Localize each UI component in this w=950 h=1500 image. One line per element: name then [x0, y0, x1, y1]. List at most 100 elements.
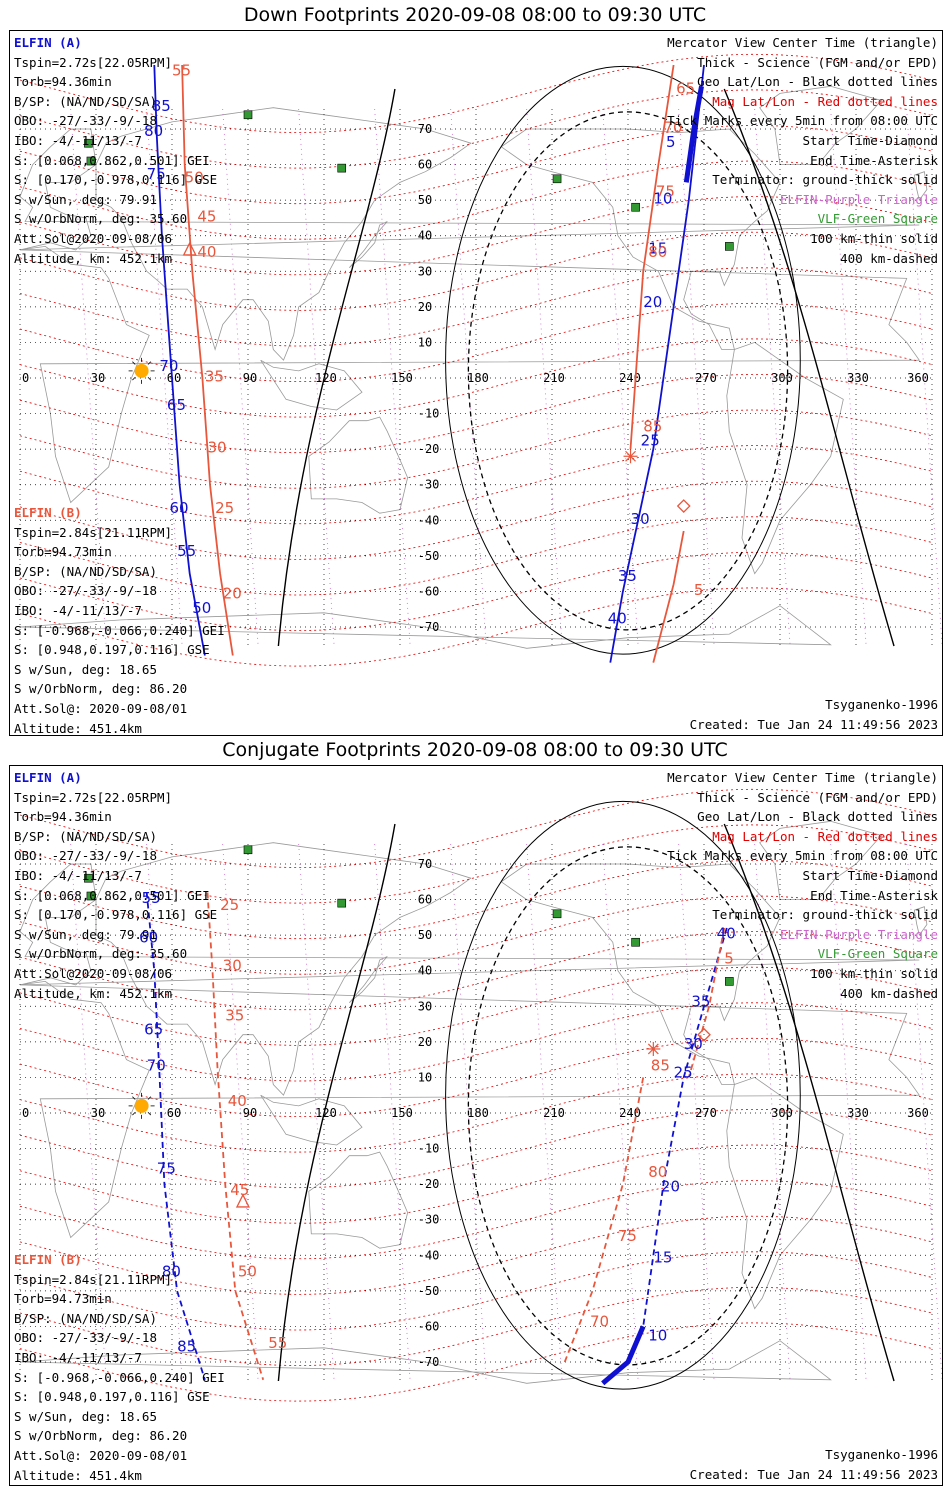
elfin-a-line: Torb=94.36min [14, 809, 112, 825]
x-axis-tick-label: 180 [467, 371, 489, 385]
vlf-station-square [86, 156, 96, 166]
mag-latitude-line [19, 860, 933, 940]
elfin-a-line: Att.Sol@2020-09-08/06 [14, 230, 173, 246]
elfin-a-science-segment [683, 85, 704, 183]
elfin-b-line: Att.Sol@: 2020-09-08/01 [14, 1447, 188, 1463]
continent-outline-antarctica [19, 605, 832, 649]
x-axis-tick-label: 300 [771, 371, 793, 385]
track-time-label: 75 [618, 1227, 637, 1245]
track-time-label: 75 [147, 165, 166, 183]
continent-outline-uk [913, 171, 928, 202]
elfin-a-line: S: [0.068,0.862,0.501] GEI [14, 887, 210, 903]
vlf-station-square [337, 898, 347, 908]
terminator-line-west [277, 823, 396, 1382]
elfin-b-track-east-upper [629, 64, 675, 450]
legend-item: VLF-Green Square [817, 211, 938, 227]
y-axis-tick-label: 70 [418, 857, 432, 871]
track-time-label: 70 [590, 1312, 609, 1330]
elfin-a-line: Altitude, km: 452.1km [14, 250, 173, 266]
track-time-label: 40 [717, 925, 736, 943]
legend-item: Start Time-Diamond [802, 132, 938, 148]
track-time-label: 60 [139, 928, 158, 946]
y-axis-tick-label: 50 [418, 928, 432, 942]
x-axis-tick-label: 270 [695, 1106, 717, 1120]
x-axis-tick-label: 30 [91, 1106, 105, 1120]
start-time-diamond [676, 499, 691, 513]
x-axis-tick-label: 360 [907, 371, 929, 385]
continent-outline-australia [308, 416, 409, 514]
track-time-label: 40 [228, 1092, 247, 1110]
x-axis-tick-label: 270 [695, 371, 717, 385]
elfin-a-science-segment [601, 1325, 646, 1386]
elfin-a-line: S w/Sun, deg: 79.91 [14, 191, 157, 207]
track-time-label: 15 [648, 240, 667, 258]
y-axis-tick-label: 40 [418, 964, 432, 978]
down-footprints-map: 0 30 60 90 120 150 180 210 240 270 300 330 360 70 60 50… [9, 30, 943, 736]
panel2-title: Conjugate Footprints 2020-09-08 08:00 to… [222, 739, 728, 761]
legend-item: Geo Lat/Lon - Black dotted lines [697, 809, 938, 825]
elfin-a-line: B/SP: (NA/ND/SD/SA) [14, 828, 157, 844]
track-time-label: 55 [177, 542, 196, 560]
track-time-label: 30 [631, 510, 650, 528]
elfin-b-line: B/SP: (NA/ND/SD/SA) [14, 563, 157, 579]
continent-outline-africa [19, 245, 921, 504]
elfin-b-track-east-lower [652, 530, 685, 663]
x-axis-tick-label: 120 [315, 371, 337, 385]
elfin-a-line: Att.Sol@2020-09-08/06 [14, 965, 173, 981]
elfin-a-line: IBO: -4/-11/13/-7 [14, 132, 142, 148]
legend-item: ELFIN-Purple Triangle [779, 926, 938, 942]
center-time-triangle [182, 241, 197, 256]
mag-latitude-line [19, 445, 933, 525]
elfin-b-line: IBO: -4/-11/13/-7 [14, 602, 142, 618]
track-time-label: 35 [225, 1007, 244, 1025]
elfin-b-line: Tspin=2.84s[21.11RPM] [14, 1271, 173, 1287]
vlf-station-square [725, 977, 734, 986]
elfin-b-line: S: [-0.968,-0.066,0.240] GEI [14, 1369, 225, 1385]
track-time-label: 45 [197, 207, 216, 225]
mag-latitude-line [19, 1286, 933, 1366]
track-time-label: 5 [724, 950, 734, 968]
x-axis-tick-label: 240 [619, 1106, 641, 1120]
legend-item: VLF-Green Square [817, 946, 938, 962]
footprint-400km-circle [467, 111, 789, 631]
track-time-label: 5 [666, 133, 676, 151]
legend-item: Mag Lat/Lon - Red dotted lines [712, 828, 938, 844]
sun-icon [134, 363, 149, 378]
track-time-label: 55 [172, 62, 191, 80]
terminator-line-east [723, 823, 895, 1382]
y-axis-tick-label: 60 [418, 158, 432, 172]
track-time-label: 20 [661, 1177, 680, 1195]
track-time-label: 30 [207, 439, 226, 457]
vlf-station-square [86, 891, 96, 901]
elfin-b-line: IBO: -4/-11/13/-7 [14, 1349, 142, 1365]
x-axis-tick-label: 30 [91, 371, 105, 385]
track-time-label: 30 [684, 1035, 703, 1053]
x-axis-tick-label: 60 [167, 1106, 181, 1120]
mag-latitude-line [19, 966, 933, 1046]
mag-latitude-line [19, 196, 933, 276]
y-axis-tick-label: 10 [418, 1070, 432, 1084]
elfin-a-line: Tspin=2.72s[22.05RPM] [14, 789, 173, 805]
sun-icon-ray [132, 376, 136, 381]
legend-item: Mercator View Center Time (triangle) [667, 770, 938, 785]
mag-latitude-line [19, 53, 933, 133]
y-axis-tick-label: -30 [418, 478, 440, 492]
elfin-b-line: OBO: -27/-33/-9/-18 [14, 1330, 157, 1346]
x-axis-tick-label: 0 [22, 1106, 29, 1120]
y-axis-tick-label: -40 [418, 1248, 440, 1262]
elfin-b-line: Torb=94.73min [14, 544, 112, 560]
mag-latitude-line [19, 1144, 933, 1224]
elfin-b-header: ELFIN (B) [14, 505, 82, 520]
footprint-100km-circle [445, 800, 801, 1390]
track-time-label: 50 [185, 168, 204, 186]
y-axis-tick-label: 30 [418, 999, 432, 1013]
elfin-b-header: ELFIN (B) [14, 1252, 82, 1267]
mag-latitude-line [19, 480, 933, 560]
elfin-a-line: B/SP: (NA/ND/SD/SA) [14, 93, 157, 109]
elfin-b-track-west [181, 64, 234, 656]
continent-outline-africa [19, 980, 921, 1239]
x-axis-tick-label: 330 [847, 371, 869, 385]
x-axis-tick-label: 360 [907, 1106, 929, 1120]
created-label: Created: Tue Jan 24 11:49:56 2023 [689, 1467, 938, 1482]
y-axis-tick-label: -20 [418, 1177, 440, 1191]
